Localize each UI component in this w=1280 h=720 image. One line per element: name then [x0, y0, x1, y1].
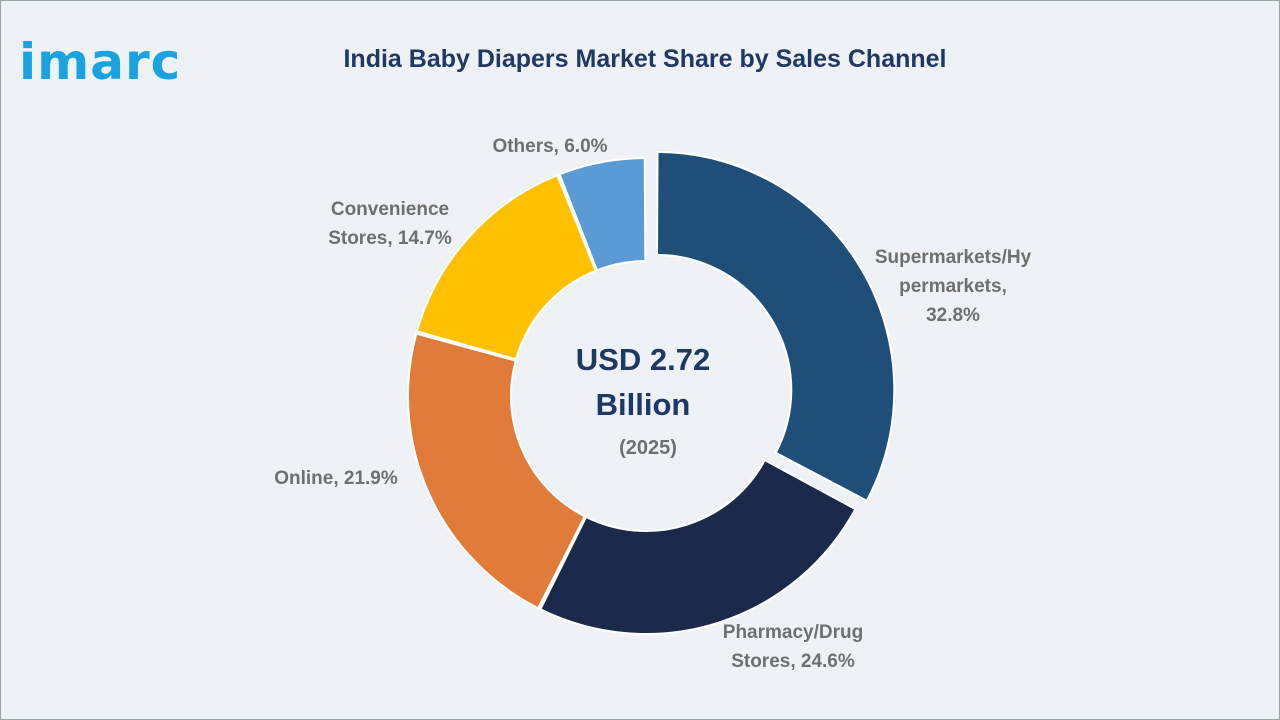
- label-others: Others, 6.0%: [492, 136, 607, 157]
- center-value-line2: Billion: [596, 387, 691, 422]
- slice-pharmacy-drug-stores: [539, 458, 857, 635]
- center-value-line1: USD 2.72: [576, 342, 710, 377]
- label-pharmacy-drug-stores: Pharmacy/Drug Stores, 24.6%: [723, 622, 863, 672]
- slice-online: [407, 332, 587, 610]
- slice-others: [558, 156, 647, 272]
- donut-slices: [407, 150, 896, 635]
- imarc-logo: imarc: [19, 23, 209, 87]
- label-online: Online, 21.9%: [274, 468, 398, 489]
- slice-labels: Supermarkets/Hy permarkets, 32.8% Pharmacy/…: [274, 136, 1031, 672]
- slice-supermarkets-hypermarkets: [655, 150, 896, 503]
- center-label: USD 2.72 Billion (2025): [576, 342, 710, 459]
- center-year: (2025): [619, 437, 677, 459]
- label-supermarkets-hypermarkets: Supermarkets/Hy permarkets, 32.8%: [875, 247, 1032, 326]
- label-convenience-stores: Convenience Stores, 14.7%: [328, 199, 452, 249]
- chart-title: India Baby Diapers Market Share by Sales…: [343, 45, 947, 73]
- logo-text: imarc: [19, 33, 182, 91]
- slice-convenience-stores: [415, 173, 597, 361]
